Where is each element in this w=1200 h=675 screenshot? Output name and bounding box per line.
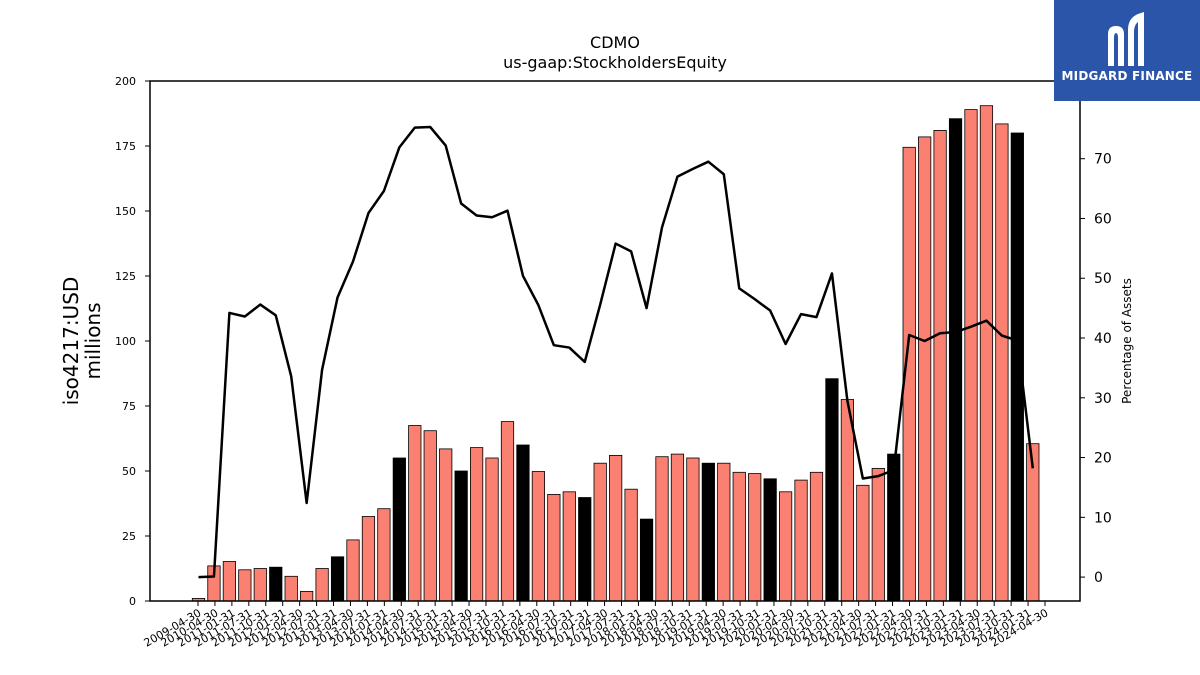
bar (670, 453, 685, 602)
y2-tick-label: 20 (1094, 451, 1112, 467)
bar (253, 568, 267, 602)
brand-logo: MIDGARD FINANCE (1054, 0, 1200, 101)
bar (639, 518, 654, 602)
bar (500, 421, 515, 602)
bar (547, 493, 561, 602)
bar (485, 457, 499, 602)
bar (392, 457, 406, 602)
bar (423, 430, 437, 602)
y-tick-label: 175 (115, 140, 136, 153)
y-axis-left: 0 25 50 75 100 125 150 175 200 (115, 75, 150, 608)
bar (979, 105, 994, 602)
bar (825, 378, 839, 602)
bar (655, 456, 669, 602)
bar (933, 129, 947, 602)
bar (624, 488, 638, 602)
bar (439, 448, 453, 602)
y-tick-label: 0 (129, 595, 136, 608)
bar (531, 471, 546, 602)
bar (238, 569, 252, 602)
y2-axis-label: Percentage of Assets (1120, 278, 1134, 404)
x-axis: 2009-04-302010-04-302011-01-312011-07-31… (142, 601, 1051, 650)
bar (469, 447, 484, 602)
bar (964, 109, 978, 602)
bar (408, 425, 422, 602)
y2-tick-label: 50 (1094, 271, 1112, 287)
bar (686, 457, 700, 602)
bar (701, 462, 715, 602)
y-tick-label: 200 (115, 75, 136, 88)
bar (840, 399, 855, 602)
bar (454, 470, 468, 602)
bar (346, 539, 360, 602)
y2-tick-label: 70 (1094, 152, 1112, 168)
y-tick-label: 125 (115, 270, 136, 283)
chart-subtitle: us-gaap:StockholdersEquity (503, 53, 727, 72)
y-tick-label: 50 (122, 465, 136, 478)
bar (809, 471, 824, 602)
bar (284, 575, 298, 602)
bar (995, 123, 1009, 602)
y-axis-label-line1: iso4217:USD (59, 277, 83, 406)
y2-tick-label: 0 (1094, 570, 1103, 586)
logo-text: MIDGARD FINANCE (1061, 69, 1193, 83)
bar (748, 473, 762, 602)
bar (315, 568, 329, 602)
bar (918, 136, 932, 602)
y2-tick-label: 40 (1094, 331, 1112, 347)
line-group (198, 125, 1035, 579)
bar (578, 497, 592, 602)
y-tick-label: 150 (115, 205, 136, 218)
bar (300, 590, 314, 602)
bar (887, 453, 901, 602)
bar (794, 479, 808, 602)
bar (871, 467, 885, 602)
y2-tick-label: 60 (1094, 211, 1112, 227)
y2-tick-label: 10 (1094, 510, 1112, 526)
bar (361, 516, 376, 602)
y-tick-label: 75 (122, 400, 136, 413)
bars-group (191, 105, 1040, 602)
bar (717, 462, 731, 602)
bar (609, 454, 623, 602)
y-axis-right: 0 10 20 30 40 50 60 70 (1080, 152, 1112, 586)
y2-tick-label: 30 (1094, 391, 1112, 407)
chart-title: CDMO (590, 33, 640, 52)
y-axis-label-line2: millions (81, 302, 105, 379)
midgard-logo-icon (1108, 12, 1144, 66)
bar (516, 444, 530, 602)
bar (763, 478, 777, 602)
y-tick-label: 25 (122, 530, 136, 543)
bar (222, 561, 236, 602)
percentage-line (198, 125, 1035, 579)
bar (562, 491, 576, 602)
bar (948, 118, 963, 602)
bar (779, 491, 793, 602)
bar (377, 508, 391, 602)
bar (732, 471, 746, 602)
bar (269, 566, 283, 602)
bar (593, 462, 607, 602)
bar (856, 484, 870, 602)
y-tick-label: 100 (115, 335, 136, 348)
bar (330, 556, 345, 602)
